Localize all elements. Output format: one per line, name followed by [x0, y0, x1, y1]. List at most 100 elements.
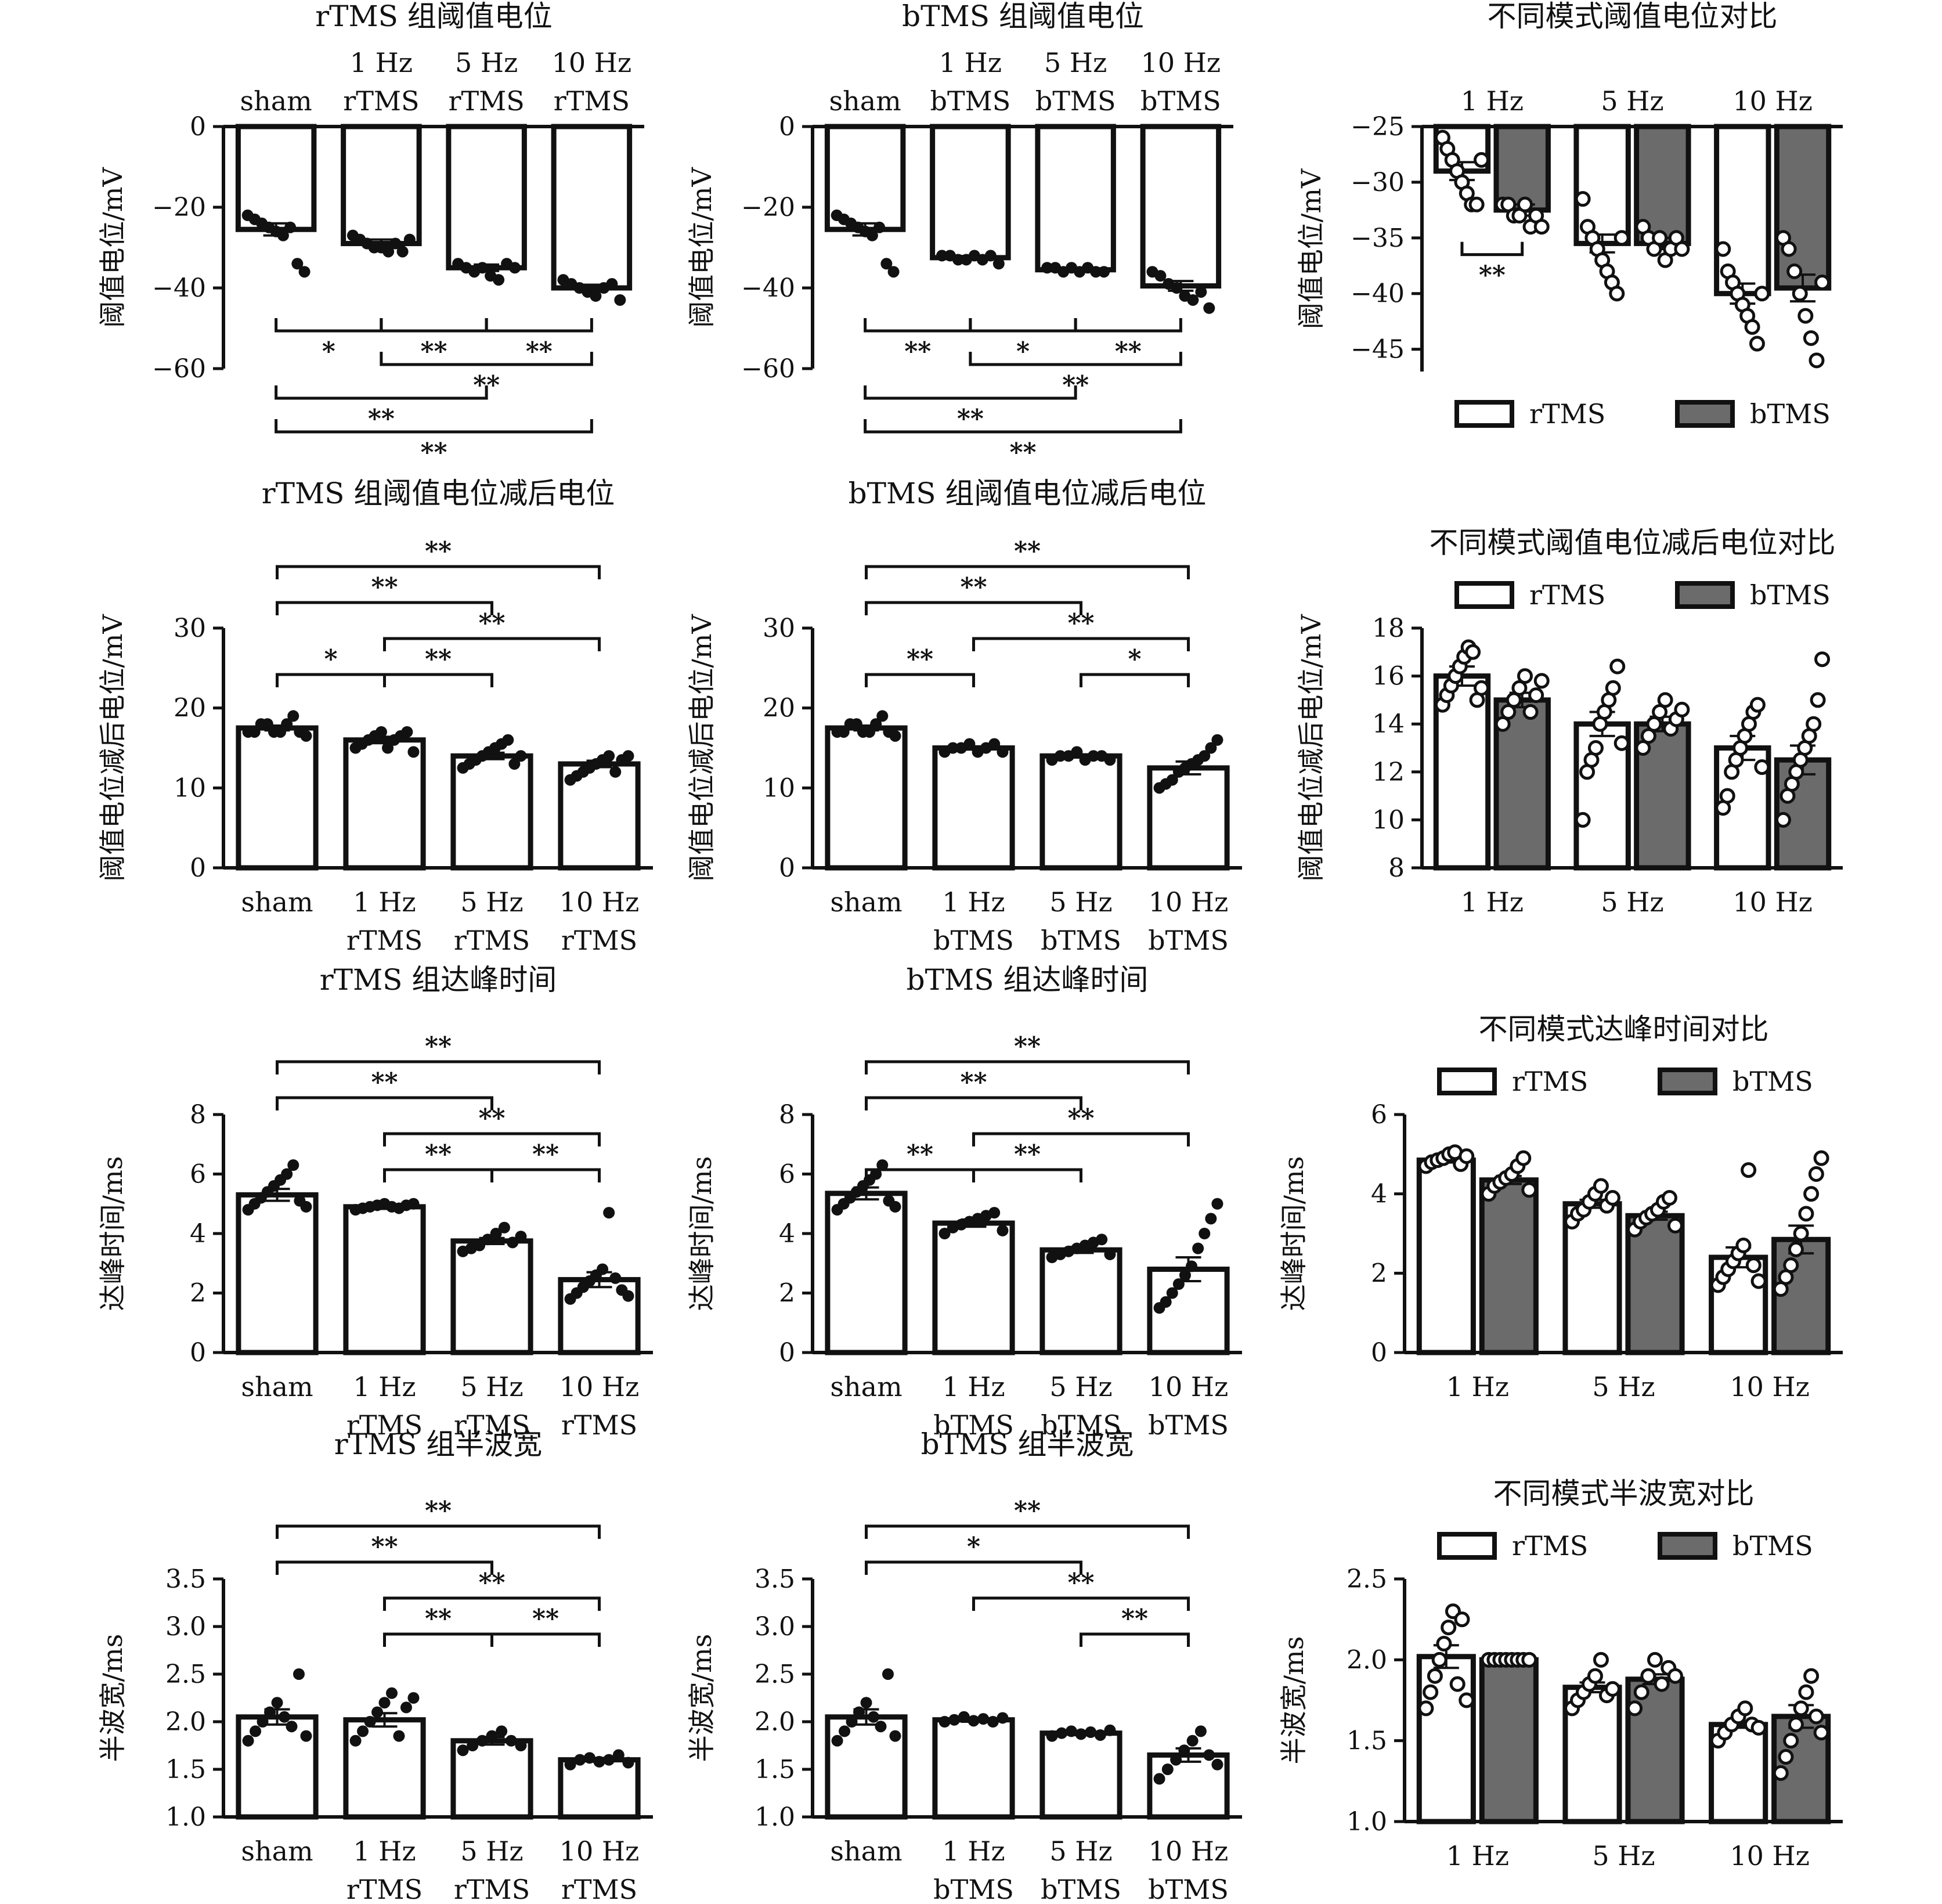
bar: [343, 737, 426, 871]
data-point: [1085, 1726, 1097, 1739]
data-point: [407, 746, 420, 758]
x-tick-label: 5 Hz: [1049, 1371, 1112, 1402]
data-point: [1786, 263, 1803, 279]
chart-title: rTMS 组阈值电位: [315, 0, 553, 33]
y-tick-label: −40: [152, 273, 206, 303]
data-point: [1798, 1206, 1814, 1222]
significance-label: **: [960, 1068, 987, 1097]
legend-swatch-btms: [1658, 1068, 1717, 1095]
data-point: [300, 730, 312, 742]
data-point: [614, 294, 626, 306]
x-tick-label: 10 Hz: [552, 47, 632, 78]
significance-label: **: [420, 337, 447, 366]
significance-label: **: [1115, 337, 1142, 366]
significance-bracket: [490, 1168, 601, 1182]
significance-bracket: [865, 1524, 1190, 1539]
data-point: [1041, 262, 1053, 274]
data-point: [467, 1740, 479, 1751]
significance-bracket: [969, 352, 1182, 366]
bar: [1774, 124, 1832, 291]
significance-label: **: [371, 572, 398, 602]
x-tick-label: 5 Hz: [1044, 47, 1107, 78]
data-point: [1813, 1150, 1829, 1166]
data-point: [838, 726, 850, 738]
data-point: [1075, 1728, 1087, 1740]
y-tick-label: 20: [174, 694, 206, 723]
y-axis-label: 阈值电位减后电位/mV: [97, 614, 128, 882]
data-point: [1745, 1257, 1761, 1274]
x-tick-label: 10 Hz: [1732, 85, 1813, 117]
data-point: [867, 1711, 879, 1723]
data-point: [291, 258, 304, 270]
x-tick-label: bTMS: [1148, 925, 1229, 956]
x-tick-label: 10 Hz: [1149, 1371, 1229, 1402]
data-point: [1587, 1668, 1603, 1684]
data-point: [882, 1668, 894, 1680]
significance-bracket: [276, 1060, 601, 1074]
data-point: [997, 1224, 1009, 1236]
data-point: [349, 1734, 362, 1747]
x-tick-label: 5 Hz: [1592, 1371, 1655, 1402]
data-point: [1814, 651, 1831, 668]
y-tick-label: 4: [779, 1219, 795, 1249]
data-point: [1205, 742, 1217, 754]
data-point: [1211, 734, 1223, 746]
data-point: [866, 229, 878, 241]
data-point: [261, 718, 273, 730]
significance-label: **: [1009, 438, 1036, 467]
y-tick-label: 2.5: [165, 1660, 206, 1689]
y-tick-label: 4: [1371, 1180, 1387, 1209]
data-point: [493, 274, 505, 286]
data-point: [1798, 1684, 1814, 1700]
significance-label: **: [532, 1604, 559, 1633]
x-tick-label: bTMS: [1035, 85, 1116, 117]
chart-title: 不同模式半波宽对比: [1493, 1477, 1755, 1510]
x-tick-label: rTMS: [561, 1409, 637, 1441]
significance-label: *: [322, 337, 335, 366]
data-point: [1719, 788, 1735, 804]
y-tick-label: 1.5: [1347, 1726, 1387, 1756]
data-point: [1781, 241, 1797, 257]
y-tick-label: 3.5: [755, 1564, 795, 1594]
x-tick-label: 10 Hz: [1730, 1840, 1810, 1871]
data-point: [1194, 1725, 1207, 1737]
data-point: [277, 229, 289, 241]
significance-bracket: [865, 1168, 975, 1182]
data-point: [1741, 1162, 1757, 1178]
data-point: [401, 726, 413, 738]
legend-swatch-rtms: [1454, 400, 1514, 428]
data-point: [1647, 1651, 1663, 1668]
data-point: [271, 1697, 283, 1709]
significance-label: **: [425, 1604, 452, 1633]
significance-bracket: [490, 1632, 601, 1647]
significance-label: **: [425, 1139, 452, 1169]
y-tick-label: 6: [1371, 1100, 1387, 1130]
significance-bracket: [1074, 318, 1182, 333]
data-point: [1495, 716, 1511, 732]
data-point: [880, 258, 893, 270]
significance-bracket: [972, 637, 1190, 651]
data-point: [1160, 1296, 1172, 1308]
significance-label: **: [1014, 1032, 1041, 1061]
y-axis-label: 阈值电位减后电位/mV: [1295, 614, 1327, 882]
x-tick-label: bTMS: [933, 1409, 1014, 1441]
data-point: [389, 237, 402, 250]
data-point: [564, 1758, 576, 1770]
significance-label: **: [1121, 1604, 1148, 1633]
x-tick-label: sham: [240, 85, 312, 117]
data-point: [1192, 1242, 1204, 1254]
data-point: [1750, 1273, 1767, 1289]
y-tick-label: −40: [741, 273, 795, 303]
significance-bracket: [865, 1560, 1082, 1575]
data-point: [603, 1207, 615, 1219]
x-tick-label: bTMS: [1041, 1409, 1121, 1441]
bar: [450, 1238, 533, 1355]
data-point: [1170, 1754, 1182, 1766]
y-tick-label: 10: [1372, 805, 1405, 835]
data-point: [400, 1701, 412, 1714]
data-point: [1803, 330, 1819, 346]
